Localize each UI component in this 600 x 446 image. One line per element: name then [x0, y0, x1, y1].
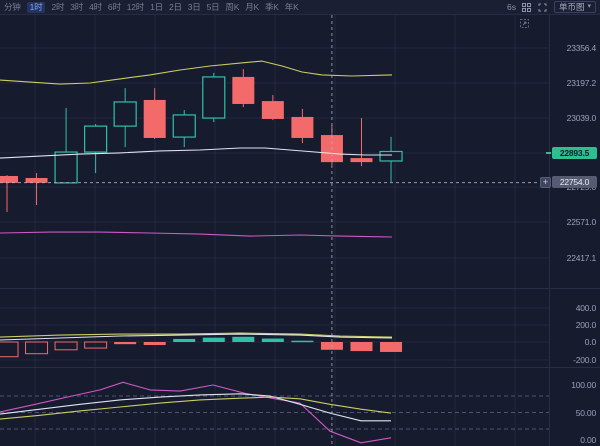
timeframe-tab-4时[interactable]: 4时: [89, 1, 102, 12]
snapshot-icon[interactable]: [519, 16, 530, 28]
indicator-grid-icon[interactable]: [522, 2, 532, 12]
timeframe-tab-分钟[interactable]: 分钟: [4, 1, 21, 12]
timeframe-tab-12时[interactable]: 12时: [126, 1, 145, 12]
price-axis-label: 23039.0: [566, 113, 597, 123]
caret-down-icon: ▾: [587, 3, 591, 10]
grid-lines: [0, 15, 550, 446]
ma-overlay-lines: [0, 60, 393, 238]
price-axis-label: 0.00: [580, 435, 596, 445]
price-axis-label: 200.0: [575, 320, 596, 330]
price-axis-label: -200.0: [573, 355, 596, 365]
current-price-label: 22893.5: [546, 147, 597, 159]
chart-style-dropdown[interactable]: 单币图 ▾: [553, 1, 596, 13]
fullscreen-icon[interactable]: [538, 2, 548, 12]
panel-separators: [0, 15, 600, 446]
timeframe-tabs: 分钟 1时 2时 3时 4时 6时 12时 1日 2日 3日 5日 周K 月K 季K 年K: [4, 1, 299, 13]
price-axis-label: 23197.2: [566, 78, 597, 88]
candlestick-series: [0, 69, 403, 212]
toolbar-right: 6s 单币图 ▾: [507, 1, 596, 13]
timeframe-tab-6时[interactable]: 6时: [107, 1, 121, 12]
price-axis-label: 50.00: [575, 408, 596, 418]
timeframe-tab-2日[interactable]: 2日: [168, 1, 182, 12]
price-axis-label: 23356.4: [566, 43, 597, 53]
timeframe-tab-3日[interactable]: 3日: [187, 1, 201, 12]
price-axis-label: 0.0: [584, 337, 596, 347]
chart-style-label: 单币图: [558, 2, 585, 12]
price-axis-label: 22571.0: [566, 217, 597, 227]
timeframe-tab-年K[interactable]: 年K: [284, 1, 299, 12]
oscillator-level-lines: [0, 395, 550, 430]
timeframe-tab-季K[interactable]: 季K: [264, 1, 279, 12]
price-axis-label: 400.0: [575, 303, 596, 313]
timeframe-tab-月K[interactable]: 月K: [245, 1, 259, 12]
price-axis-label: 100.00: [571, 380, 596, 390]
timeframe-tab-2时[interactable]: 2时: [51, 1, 65, 12]
histogram-ma-lines: [0, 332, 393, 341]
kdj-lines: [0, 381, 392, 444]
price-axis-label: 22417.1: [566, 253, 597, 263]
timeframe-toolbar: 分钟 1时 2时 3时 4时 6时 12时 1日 2日 3日 5日 周K 月K 季K 年K 6s 单币图 ▾: [0, 0, 600, 15]
timeframe-tab-5日[interactable]: 5日: [206, 1, 220, 12]
refresh-countdown: 6s: [506, 2, 516, 12]
histogram-series: [0, 336, 403, 358]
timeframe-tab-3时[interactable]: 3时: [70, 1, 84, 12]
timeframe-tab-周K[interactable]: 周K: [225, 1, 240, 12]
timeframe-tab-1日[interactable]: 1日: [150, 1, 163, 12]
crosshair-price-label: 22754.0: [552, 176, 597, 188]
crosshair: [0, 15, 550, 446]
timeframe-tab-1时[interactable]: 1时: [26, 1, 46, 13]
crosshair-plus-button[interactable]: +: [540, 177, 551, 188]
